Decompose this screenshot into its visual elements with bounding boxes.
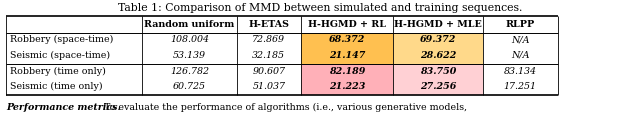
- Bar: [393, 64, 483, 78]
- Bar: [301, 78, 393, 95]
- Text: 27.256: 27.256: [420, 82, 456, 91]
- Text: 108.004: 108.004: [170, 35, 209, 44]
- Text: N/A: N/A: [511, 51, 529, 60]
- Text: Table 1: Comparison of MMD between simulated and training sequences.: Table 1: Comparison of MMD between simul…: [118, 3, 522, 13]
- Text: 126.782: 126.782: [170, 67, 209, 76]
- Bar: [393, 47, 483, 64]
- Text: 72.869: 72.869: [252, 35, 285, 44]
- Text: 51.037: 51.037: [252, 82, 285, 91]
- Text: To evaluate the performance of algorithms (i.e., various generative models,: To evaluate the performance of algorithm…: [101, 102, 467, 112]
- Text: Seismic (space-time): Seismic (space-time): [10, 51, 110, 60]
- Text: 60.725: 60.725: [173, 82, 206, 91]
- Text: Random uniform: Random uniform: [144, 20, 235, 29]
- Text: 69.372: 69.372: [420, 35, 456, 44]
- Text: Seismic (time only): Seismic (time only): [10, 82, 103, 91]
- Text: Robbery (time only): Robbery (time only): [10, 67, 106, 76]
- Text: Robbery (space-time): Robbery (space-time): [10, 35, 114, 44]
- Bar: [393, 78, 483, 95]
- Text: 32.185: 32.185: [252, 51, 285, 60]
- Text: N/A: N/A: [511, 35, 529, 44]
- Text: 21.223: 21.223: [329, 82, 365, 91]
- Text: 28.622: 28.622: [420, 51, 456, 60]
- Bar: [301, 64, 393, 78]
- Text: RLPP: RLPP: [506, 20, 535, 29]
- Text: H-HGMD + MLE: H-HGMD + MLE: [394, 20, 482, 29]
- Text: 83.750: 83.750: [420, 67, 456, 76]
- Text: 17.251: 17.251: [504, 82, 537, 91]
- Text: H-ETAS: H-ETAS: [248, 20, 289, 29]
- Bar: [301, 33, 393, 47]
- Text: Performance metrics.: Performance metrics.: [6, 103, 121, 112]
- Text: 53.139: 53.139: [173, 51, 206, 60]
- Text: 82.189: 82.189: [329, 67, 365, 76]
- Text: 68.372: 68.372: [329, 35, 365, 44]
- Text: 90.607: 90.607: [252, 67, 285, 76]
- Text: 21.147: 21.147: [329, 51, 365, 60]
- Text: H-HGMD + RL: H-HGMD + RL: [308, 20, 386, 29]
- Bar: [301, 47, 393, 64]
- Text: 83.134: 83.134: [504, 67, 537, 76]
- Bar: [393, 33, 483, 47]
